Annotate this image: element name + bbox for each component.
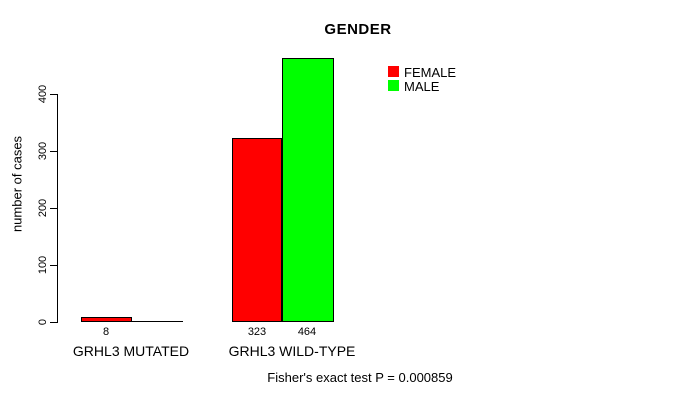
y-tick-mark [50,322,58,323]
y-tick-mark [50,208,58,209]
bar-mutated-male [132,321,183,322]
legend-label-female: FEMALE [404,65,457,80]
y-tick-label: 200 [37,198,49,218]
chart-title: GENDER [324,21,392,38]
y-tick-label: 300 [37,141,49,161]
legend-label-male: MALE [404,79,440,94]
x-category-label-wildtype: GRHL3 WILD-TYPE [228,343,356,359]
bar-value-label: 8 [102,326,110,338]
legend-swatch-female [388,66,399,77]
legend-swatch-male [388,80,399,91]
y-tick-mark [50,94,58,95]
y-tick-mark [50,151,58,152]
stat-test-annotation: Fisher's exact test P = 0.000859 [267,370,453,385]
x-category-label-mutated: GRHL3 MUTATED [72,343,190,359]
y-axis-title: number of cases [9,135,25,233]
bar-value-label: 464 [297,326,317,338]
bar-mutated-female [81,317,132,322]
bar-value-label: 323 [247,326,267,338]
bar-wildtype-female [232,138,282,322]
bar-wildtype-male [282,58,334,322]
y-tick-label: 0 [37,318,49,326]
y-tick-mark [50,265,58,266]
y-tick-label: 400 [37,84,49,104]
y-tick-label: 100 [37,255,49,275]
